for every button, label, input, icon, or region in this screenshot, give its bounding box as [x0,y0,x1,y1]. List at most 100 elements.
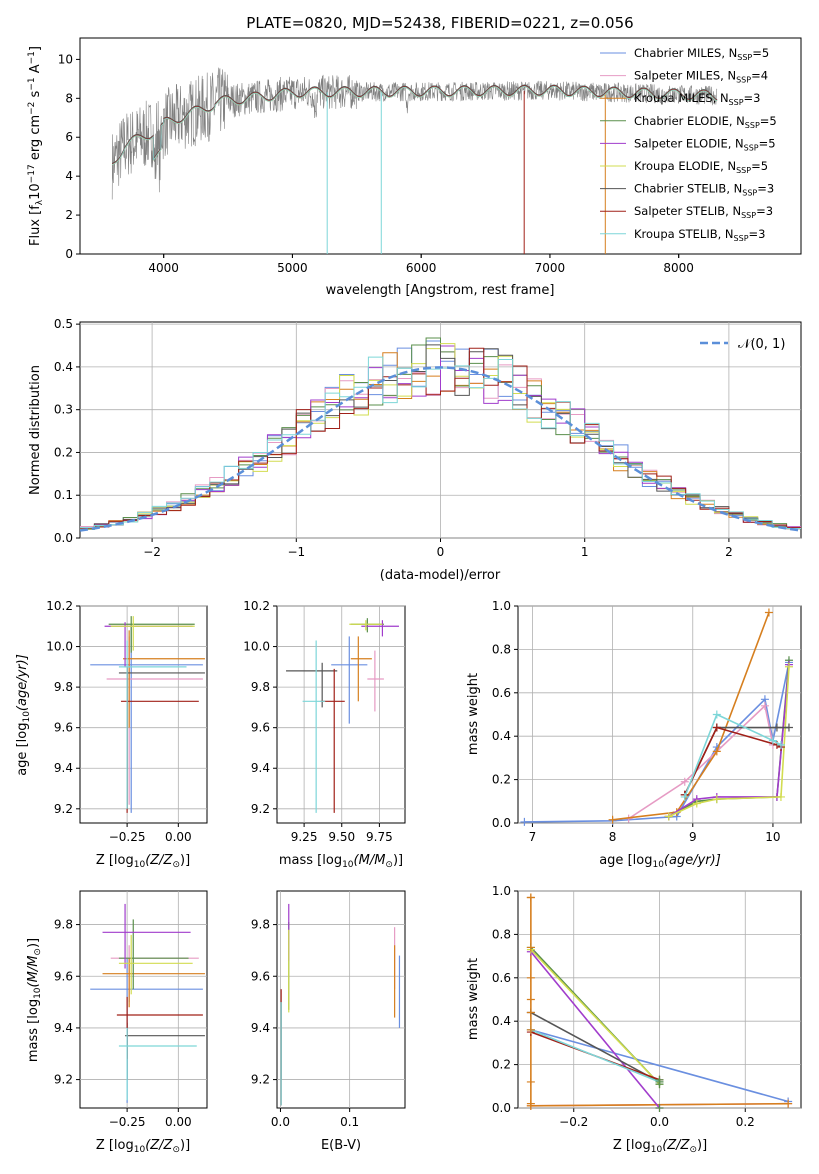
legend-label-subscript: SSP [734,234,749,243]
legend-label: Kroupa ELODIE, NSSP=5 [634,159,768,175]
y-tick-label: 0 [65,247,73,261]
spectrum-panel: PLATE=0820, MJD=52438, FIBERID=0221, z=0… [27,14,802,298]
x-tick-label: 8 [609,830,617,844]
age-vs-mass-panel: 9.25 9.50 9.75 9.2 9.4 9.6 9.8 10.0 10.2 mass [l… [243,599,406,870]
age-mass-axes-frame [276,605,406,824]
y-tick-label: 9.6 [54,721,73,735]
y-tick-label: 0.2 [492,773,511,787]
legend-label-text: Salpeter MILES, N [634,69,736,83]
legend-label: Chabrier ELODIE, NSSP=5 [634,114,777,130]
y-tick-label: 9.6 [54,969,73,983]
legend-label: Kroupa MILES, NSSP=3 [634,91,760,107]
y-tick-label: 9.6 [251,721,270,735]
y-tick-label: 9.8 [251,918,270,932]
y-tick-label: 0.0 [54,531,73,545]
weight-marker [692,799,701,808]
weight-Z-lines: −0.2 0.0 0.2 0.0 0.2 0.4 0.6 0.8 1.0 [492,884,801,1129]
weight-line [530,1011,660,1083]
weight-marker [764,608,773,617]
y-tick-label: 9.2 [54,1073,73,1087]
y-tick-label: 10 [58,52,73,66]
y-tick-label: 0.4 [54,360,73,374]
x-tick-label: 9.50 [328,830,355,844]
x-tick-label: 1 [581,545,589,559]
x-tick-label: 2 [725,545,733,559]
weight-line [684,713,782,798]
legend-label: Kroupa STELIB, NSSP=3 [634,227,765,243]
residuals-histograms [80,337,801,532]
weight-marker [608,815,617,824]
legend-label-subscript: SSP [742,189,757,198]
residual-histogram [80,347,801,529]
x-tick-label: −1 [287,545,305,559]
y-tick-label: 10.0 [46,640,73,654]
y-tick-label: 6 [65,130,73,144]
y-tick-label: 9.2 [251,1073,270,1087]
weight-line [628,704,774,820]
weight-marker [520,817,529,826]
y-tick-label: 0.2 [492,1058,511,1072]
x-tick-label: 0.00 [165,830,192,844]
legend-label-text: Chabrier ELODIE, N [634,114,745,128]
x-tick-label: −2 [143,545,161,559]
legend-label-subscript: SSP [729,98,744,107]
weight-age-lines: 7 8 9 10 0.0 0.2 0.4 0.6 0.8 1.0 [492,599,801,844]
spectrum-data-line [111,67,718,254]
mass-ebv-errorbars: 0.0 0.1 9.2 9.4 9.6 9.8 [251,891,405,1129]
y-tick-label: 10.2 [46,599,73,613]
weight-marker [712,723,721,732]
weight-age-ylabel: mass weight [466,673,481,755]
legend-label-text: Kroupa STELIB, N [634,227,734,241]
y-tick-label: 10.0 [243,640,270,654]
y-tick-label: 0.4 [492,729,511,743]
weight-marker [526,1077,535,1086]
y-tick-label: 0.4 [492,1014,511,1028]
age-Z-axes-frame [79,605,208,824]
legend-label: Salpeter STELIB, NSSP=3 [634,204,773,220]
mass-Z-xlabel: Z [log10(Z/Z⊙)] [96,1138,190,1155]
legend-label-count: =3 [756,204,773,218]
weight-marker [712,795,721,804]
y-tick-label: 0.8 [492,642,511,656]
x-tick-label: 0.0 [271,1115,290,1129]
y-tick-label: 0.6 [492,971,511,985]
legend-label-count: =5 [760,114,777,128]
mass-ebv-xlabel: E(B-V) [321,1138,361,1153]
weight-line [530,951,661,1109]
weight-vs-age-panel: 7 8 9 10 0.0 0.2 0.4 0.6 0.8 1.0 age [log10(age/y… [466,599,802,870]
x-tick-label: 0.2 [736,1115,755,1129]
y-tick-label: 9.4 [251,1021,270,1035]
x-tick-label: 0.0 [650,1115,669,1129]
legend-label-text: Kroupa ELODIE, N [634,159,736,173]
spectrum-ylabel: Flux [fλ10−17 erg cm−2 s−1 A−1] [27,46,45,246]
residuals-legend-label: 𝒩(0, 1) [738,337,785,352]
y-tick-label: 9.8 [251,680,270,694]
legend-label-subscript: SSP [737,53,752,62]
legend-label: Salpeter MILES, NSSP=4 [634,69,768,85]
y-tick-label: 0.6 [492,686,511,700]
weight-marker [526,973,535,982]
x-tick-label: 0.1 [340,1115,359,1129]
weight-marker [768,736,777,745]
y-tick-label: 0.3 [54,403,73,417]
x-tick-label: 9.75 [366,830,393,844]
weight-marker [784,723,793,732]
mass-Z-ylabel: mass [log10(M/M⊙)] [26,938,43,1062]
x-tick-label: 7000 [535,261,566,275]
weight-marker [784,1099,793,1108]
y-tick-label: 2 [65,208,73,222]
legend-label-text: Chabrier MILES, N [634,46,737,60]
weight-marker [526,1025,535,1034]
legend-label-count: =3 [757,182,774,196]
legend-label-count: =5 [752,46,769,60]
y-tick-label: 9.6 [251,969,270,983]
y-tick-label: 1.0 [492,599,511,613]
weight-marker [655,1104,664,1112]
legend-label: Chabrier MILES, NSSP=5 [634,46,769,62]
x-tick-label: 10 [765,830,780,844]
mass-vs-ebv-panel: 0.0 0.1 9.2 9.4 9.6 9.8 E(B-V) [251,890,406,1153]
gaussian-reference-curve [80,366,801,532]
weight-marker [680,777,689,786]
